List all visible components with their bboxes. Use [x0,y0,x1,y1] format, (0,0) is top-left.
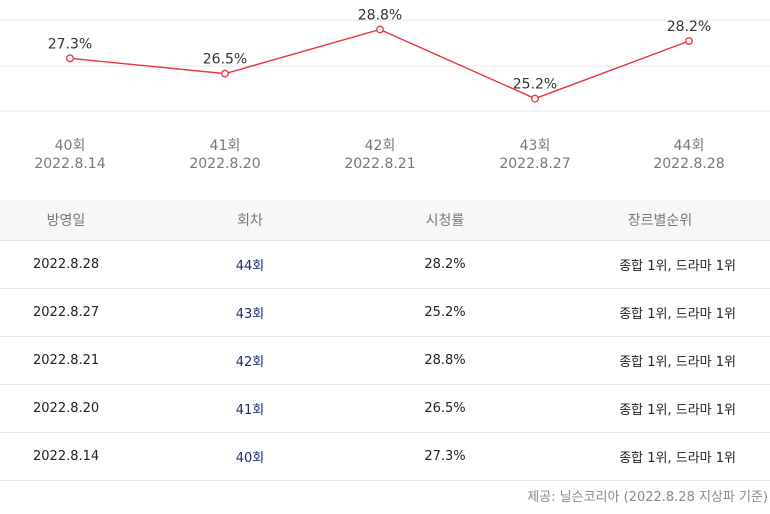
x-tick-label: 41회 [210,138,241,154]
table-row: 2022.8.21 42회 28.8% 종합 1위, 드라마 1위 [0,337,770,385]
table-row: 2022.8.20 41회 26.5% 종합 1위, 드라마 1위 [0,385,770,433]
ratings-line-chart: 27.3% 40회 2022.8.14 26.5% 41회 2022.8.20 28.8% 4… [0,8,770,172]
row-rating: 26.5% [424,401,466,416]
x-tick-date: 2022.8.14 [34,156,105,172]
x-tick-date: 2022.8.20 [189,156,260,172]
episode-link[interactable]: 40회 [235,451,265,466]
table-row: 2022.8.27 43회 25.2% 종합 1위, 드라마 1위 [0,289,770,337]
data-point [376,25,384,34]
row-rank: 종합 1위, 드라마 1위 [619,259,736,274]
data-label: 28.8% [358,8,402,24]
table-header: 방영일 회차 시청률 장르별순위 [0,200,770,241]
x-tick-date: 2022.8.27 [499,156,570,172]
data-point [221,69,229,78]
episode-link[interactable]: 43회 [235,307,265,322]
source-note: 제공: 닐슨코리아 (2022.8.28 지상파 기준) [527,490,768,505]
header-date: 방영일 [46,213,86,229]
row-rank: 종합 1위, 드라마 1위 [619,307,736,322]
table-row: 2022.8.28 44회 28.2% 종합 1위, 드라마 1위 [0,241,770,289]
row-rating: 27.3% [424,449,466,464]
data-label: 28.2% [667,19,711,35]
header-rank: 장르별순위 [627,213,693,229]
episode-link[interactable]: 41회 [235,403,265,418]
x-tick-label: 44회 [674,138,705,154]
row-rank: 종합 1위, 드라마 1위 [619,451,736,466]
row-date: 2022.8.28 [33,257,100,272]
data-label: 26.5% [203,52,247,68]
x-tick-label: 42회 [365,138,396,154]
x-tick-label: 40회 [55,138,86,154]
x-tick-date: 2022.8.21 [344,156,415,172]
episode-link[interactable]: 42회 [235,355,265,370]
series-line [69,28,690,100]
data-point [66,54,74,63]
row-rank: 종합 1위, 드라마 1위 [619,355,736,370]
row-rating: 25.2% [424,305,466,320]
row-date: 2022.8.21 [33,353,100,368]
episode-link[interactable]: 44회 [235,259,265,274]
row-rank: 종합 1위, 드라마 1위 [619,403,736,418]
table-row: 2022.8.14 40회 27.3% 종합 1위, 드라마 1위 [0,433,770,481]
data-label: 25.2% [513,77,557,93]
row-date: 2022.8.27 [33,305,100,320]
data-point [531,94,539,103]
row-rating: 28.8% [424,353,466,368]
x-tick-label: 43회 [520,138,551,154]
row-rating: 28.2% [424,257,466,272]
data-point [685,37,693,45]
data-label: 27.3% [48,36,92,52]
row-date: 2022.8.20 [33,401,100,416]
header-episode: 회차 [237,213,263,229]
x-tick-date: 2022.8.28 [653,156,724,172]
ratings-table: 방영일 회차 시청률 장르별순위 2022.8.28 44회 28.2% 종합 … [0,200,770,481]
header-rating: 시청률 [425,213,465,229]
row-date: 2022.8.14 [33,449,100,464]
